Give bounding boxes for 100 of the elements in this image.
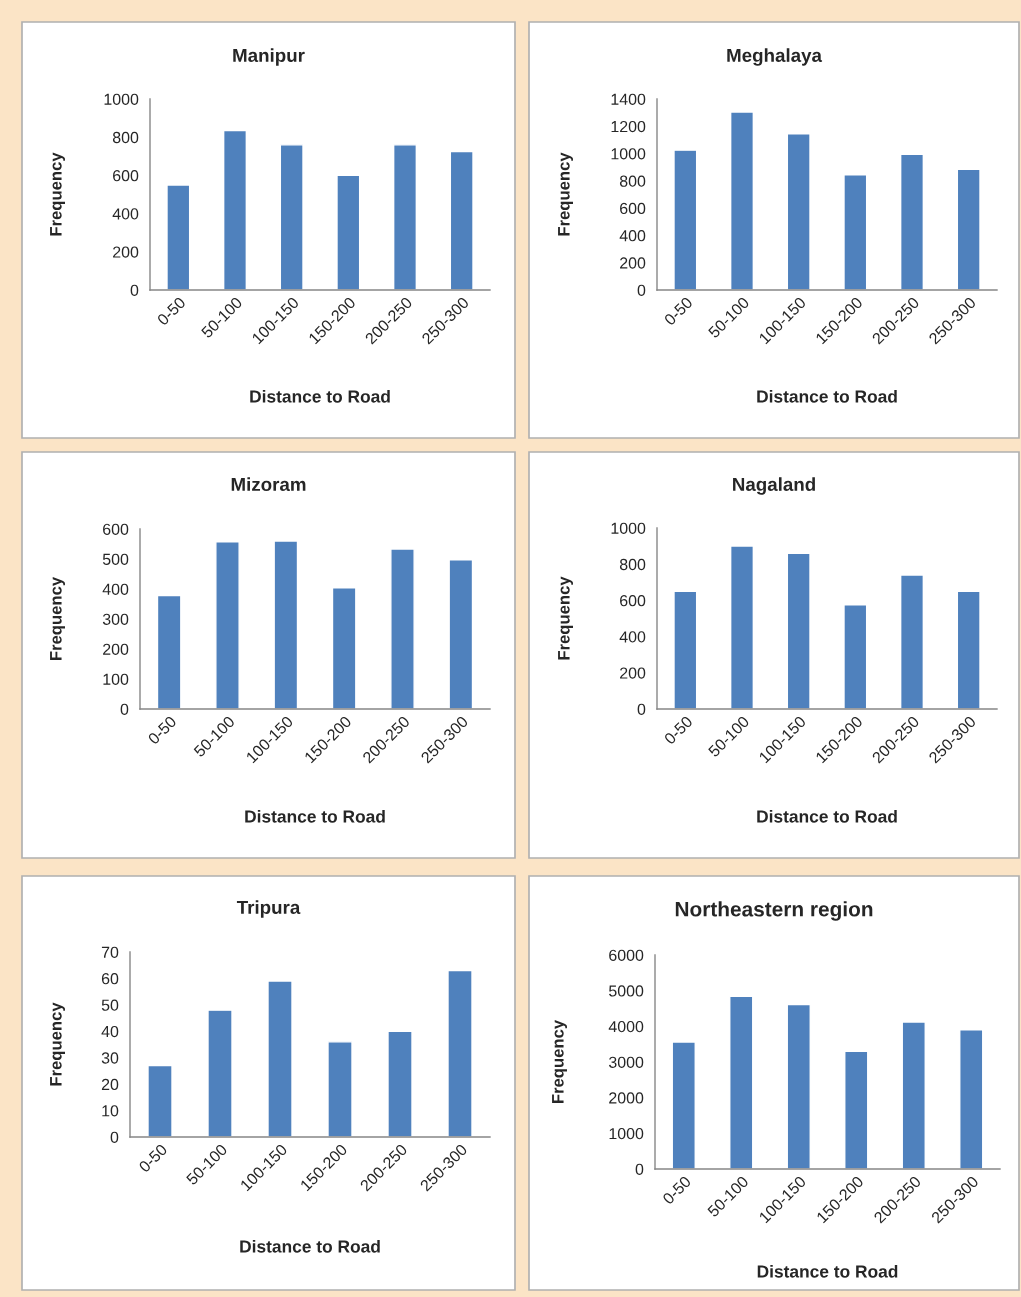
bar bbox=[786, 133, 811, 290]
y-tick-label: 400 bbox=[112, 208, 139, 220]
chart-title: Mizoram bbox=[231, 477, 306, 492]
y-tick-label: 3000 bbox=[608, 1056, 644, 1068]
x-tick-label: 0-50 bbox=[138, 1143, 168, 1174]
y-tick-label: 0 bbox=[120, 703, 129, 715]
y-tick-label: 300 bbox=[102, 613, 129, 625]
y-tick-label: 70 bbox=[101, 946, 119, 958]
y-tick-label: 5000 bbox=[609, 985, 644, 997]
bar bbox=[729, 995, 754, 1169]
bar bbox=[336, 174, 361, 290]
y-tick-label: 0 bbox=[110, 1131, 119, 1143]
x-tick-label: 0-50 bbox=[156, 296, 187, 327]
bar bbox=[166, 184, 191, 290]
bar bbox=[448, 559, 474, 709]
y-tick-label: 20 bbox=[101, 1078, 119, 1091]
bar bbox=[901, 1021, 926, 1169]
bar bbox=[279, 144, 304, 290]
bar bbox=[222, 129, 248, 290]
y-tick-label: 800 bbox=[112, 131, 139, 144]
y-tick-label: 100 bbox=[103, 673, 129, 685]
bar bbox=[844, 1050, 869, 1169]
y-tick-label: 1000 bbox=[611, 522, 646, 534]
bar bbox=[447, 969, 473, 1137]
y-tick-label: 40 bbox=[101, 1025, 119, 1038]
x-axis-title: Distance to Road bbox=[240, 1239, 380, 1253]
y-tick-label: 200 bbox=[113, 246, 139, 258]
bar bbox=[392, 144, 418, 290]
y-tick-label: 800 bbox=[619, 558, 646, 571]
bar bbox=[147, 1064, 173, 1137]
bar bbox=[671, 1041, 696, 1169]
y-tick-label: 6000 bbox=[609, 949, 644, 961]
y-tick-label: 1200 bbox=[611, 120, 646, 133]
bar bbox=[843, 174, 868, 290]
chart-title: Nagaland bbox=[733, 477, 815, 495]
bar bbox=[327, 1041, 353, 1137]
bar bbox=[267, 980, 293, 1137]
y-tick-label: 1000 bbox=[611, 148, 646, 160]
x-axis-title: Distance to Road bbox=[757, 1264, 898, 1278]
y-tick-label: 50 bbox=[101, 999, 119, 1011]
x-axis-title: Distance to Road bbox=[245, 809, 385, 823]
y-tick-label: 30 bbox=[101, 1052, 119, 1064]
bar bbox=[273, 540, 299, 709]
y-tick-label: 800 bbox=[619, 175, 646, 187]
y-tick-label: 60 bbox=[101, 973, 119, 985]
y-tick-label: 10 bbox=[102, 1105, 119, 1117]
bar bbox=[156, 594, 182, 709]
y-tick-label: 400 bbox=[102, 583, 129, 595]
bar bbox=[956, 590, 981, 709]
bar bbox=[215, 541, 240, 709]
y-tick-label: 0 bbox=[635, 1163, 644, 1175]
y-tick-label: 2000 bbox=[609, 1092, 644, 1104]
bar bbox=[786, 552, 811, 709]
y-tick-label: 0 bbox=[130, 284, 139, 296]
bar bbox=[673, 590, 698, 709]
x-axis-title: Distance to Road bbox=[250, 389, 390, 403]
y-tick-label: 400 bbox=[619, 230, 646, 242]
y-tick-label: 1000 bbox=[104, 93, 139, 105]
bar bbox=[673, 149, 698, 290]
bar bbox=[449, 150, 474, 290]
bar bbox=[390, 548, 415, 709]
y-axis-title: Frequency bbox=[552, 1019, 567, 1104]
x-axis-title: Distance to Road bbox=[757, 809, 897, 823]
bar bbox=[387, 1030, 413, 1137]
y-tick-label: 600 bbox=[103, 523, 129, 535]
y-tick-label: 600 bbox=[113, 170, 139, 182]
y-tick-label: 600 bbox=[620, 595, 646, 607]
y-tick-label: 200 bbox=[620, 257, 646, 269]
y-tick-label: 200 bbox=[103, 643, 129, 655]
y-tick-label: 1400 bbox=[611, 93, 646, 105]
y-tick-label: 600 bbox=[620, 202, 646, 215]
y-axis-title: Frequency bbox=[50, 576, 65, 661]
y-tick-label: 4000 bbox=[608, 1020, 644, 1033]
x-tick-label: 0-50 bbox=[147, 715, 178, 746]
x-tick-label: 0-50 bbox=[661, 1175, 692, 1206]
bar bbox=[207, 1009, 233, 1137]
chart-title: Tripura bbox=[236, 900, 301, 918]
bar bbox=[729, 545, 755, 709]
y-axis-title: Frequency bbox=[558, 152, 573, 236]
bar bbox=[729, 111, 755, 290]
chart-title: Manipur bbox=[233, 48, 305, 66]
bar bbox=[331, 587, 357, 709]
y-tick-label: 500 bbox=[102, 553, 129, 565]
y-tick-label: 200 bbox=[620, 667, 646, 679]
y-axis-title: Frequency bbox=[558, 576, 573, 660]
y-tick-label: 400 bbox=[619, 631, 646, 643]
y-tick-label: 0 bbox=[637, 703, 646, 715]
chart-title: Northeastern region bbox=[675, 901, 873, 921]
x-axis-title: Distance to Road bbox=[757, 389, 897, 403]
bar bbox=[959, 1029, 984, 1169]
y-tick-label: 1000 bbox=[609, 1127, 644, 1140]
chart-title: Meghalaya bbox=[727, 48, 823, 66]
bar bbox=[956, 168, 981, 290]
y-tick-label: 0 bbox=[637, 284, 646, 296]
y-axis-title: Frequency bbox=[50, 1002, 65, 1086]
bar bbox=[899, 574, 925, 709]
x-tick-label: 0-50 bbox=[663, 715, 694, 746]
bar bbox=[786, 1003, 811, 1169]
x-tick-label: 0-50 bbox=[663, 296, 694, 327]
y-axis-title: Frequency bbox=[50, 152, 65, 236]
